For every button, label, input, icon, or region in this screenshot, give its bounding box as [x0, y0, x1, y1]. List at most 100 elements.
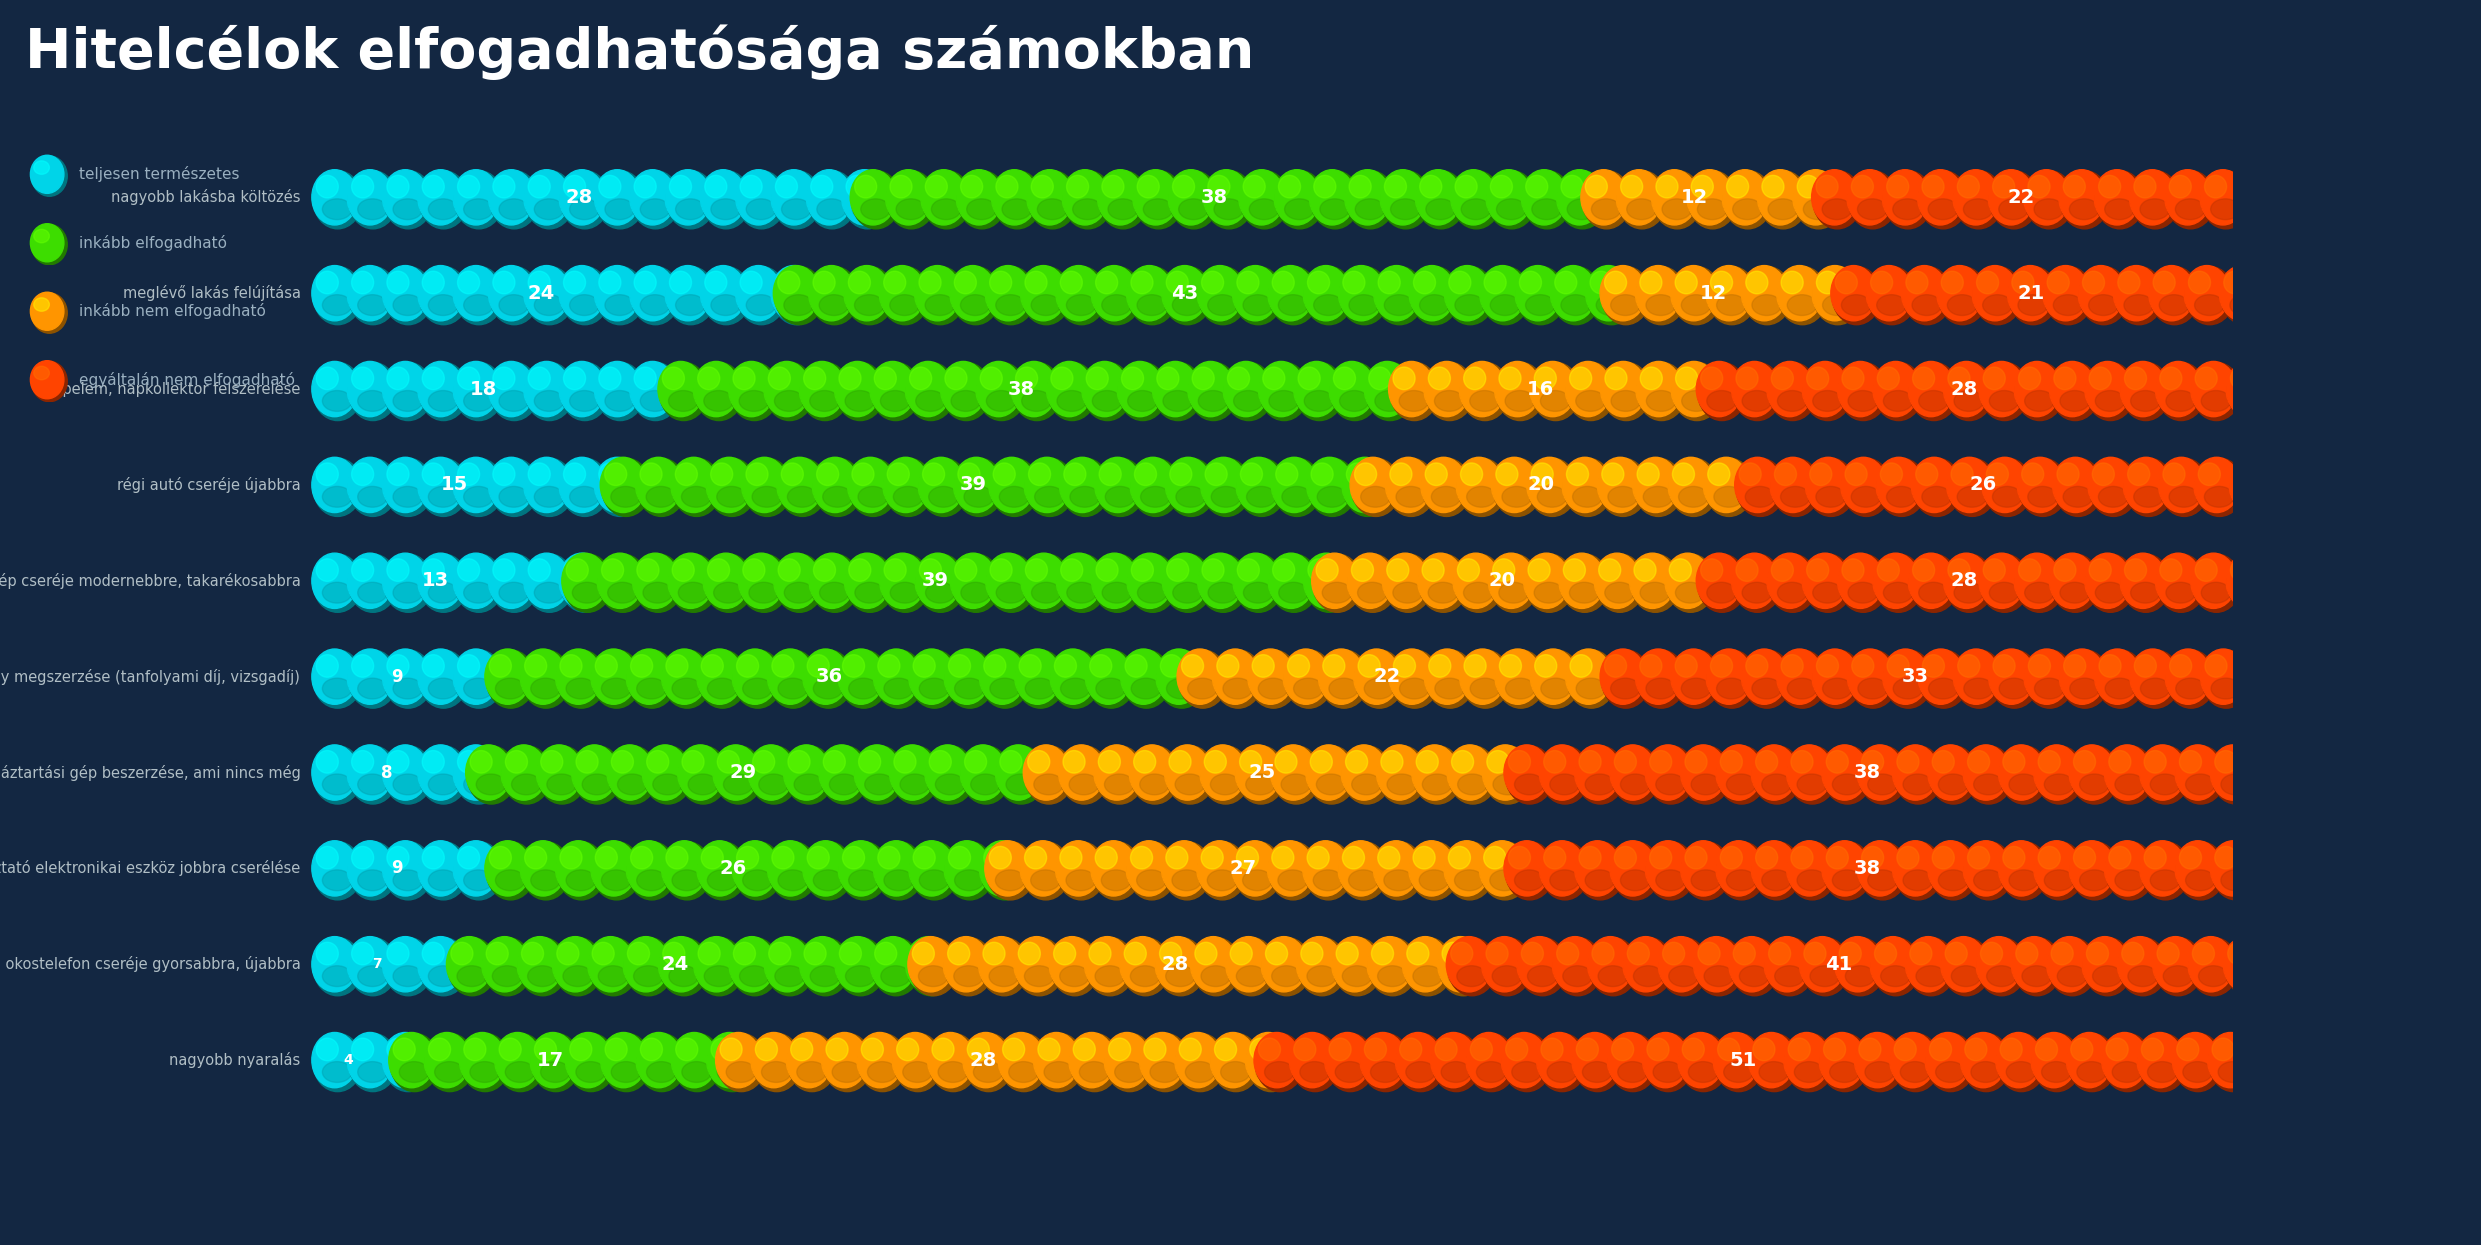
Ellipse shape [1695, 937, 1744, 996]
Text: 28: 28 [970, 1051, 997, 1069]
Ellipse shape [1273, 559, 1295, 581]
Ellipse shape [806, 169, 851, 225]
Ellipse shape [715, 746, 764, 804]
Ellipse shape [1032, 295, 1059, 315]
Ellipse shape [392, 966, 422, 986]
Ellipse shape [1335, 1062, 1365, 1082]
Ellipse shape [1166, 559, 1188, 581]
Ellipse shape [767, 649, 814, 705]
Ellipse shape [697, 367, 719, 390]
Ellipse shape [1804, 199, 1833, 219]
Ellipse shape [2156, 362, 2206, 421]
Ellipse shape [1541, 746, 1590, 804]
Ellipse shape [526, 266, 573, 325]
Ellipse shape [2010, 870, 2039, 890]
Ellipse shape [672, 559, 695, 581]
Ellipse shape [625, 649, 672, 705]
Ellipse shape [1169, 169, 1213, 225]
Ellipse shape [1102, 295, 1131, 315]
Ellipse shape [1097, 559, 1119, 581]
Ellipse shape [623, 936, 670, 992]
Ellipse shape [1923, 176, 1945, 198]
Ellipse shape [784, 745, 829, 801]
Ellipse shape [2042, 265, 2089, 321]
Ellipse shape [712, 295, 739, 315]
Ellipse shape [1097, 271, 1116, 294]
Ellipse shape [1814, 650, 1863, 708]
Ellipse shape [1446, 842, 1494, 900]
Ellipse shape [1332, 937, 1382, 996]
Ellipse shape [313, 840, 357, 896]
Ellipse shape [566, 679, 595, 698]
Ellipse shape [1374, 265, 1419, 321]
Ellipse shape [923, 463, 945, 486]
Ellipse shape [1273, 966, 1300, 986]
Ellipse shape [1305, 391, 1335, 411]
Ellipse shape [672, 1032, 717, 1088]
Ellipse shape [1801, 937, 1851, 996]
Ellipse shape [1243, 295, 1273, 315]
Ellipse shape [769, 367, 791, 390]
Ellipse shape [315, 176, 337, 198]
Ellipse shape [821, 746, 868, 804]
Ellipse shape [2029, 655, 2049, 677]
Ellipse shape [638, 679, 665, 698]
Ellipse shape [352, 367, 375, 390]
Ellipse shape [1945, 554, 1995, 613]
Ellipse shape [385, 650, 432, 708]
Ellipse shape [30, 293, 65, 330]
Ellipse shape [1615, 751, 1637, 773]
Ellipse shape [1355, 199, 1384, 219]
Ellipse shape [2228, 457, 2275, 513]
Ellipse shape [610, 1062, 640, 1082]
Ellipse shape [1213, 650, 1263, 708]
Ellipse shape [1243, 176, 1265, 198]
Ellipse shape [1943, 553, 1990, 609]
Ellipse shape [1097, 458, 1146, 517]
Ellipse shape [816, 463, 839, 486]
Ellipse shape [1647, 1038, 1670, 1061]
Ellipse shape [1928, 745, 1972, 801]
Ellipse shape [1161, 655, 1183, 677]
Ellipse shape [1962, 745, 2010, 801]
Ellipse shape [1558, 553, 1605, 609]
Ellipse shape [2129, 169, 2176, 225]
Ellipse shape [2230, 295, 2260, 315]
Ellipse shape [1049, 649, 1097, 705]
Ellipse shape [675, 1038, 697, 1061]
Text: napelem, napkollektor felszerelése: napelem, napkollektor felszerelése [45, 381, 300, 397]
Ellipse shape [705, 271, 727, 294]
Ellipse shape [1742, 266, 1791, 325]
Ellipse shape [1069, 487, 1099, 507]
Ellipse shape [2129, 649, 2176, 705]
Ellipse shape [1419, 176, 1441, 198]
Ellipse shape [1484, 745, 1528, 801]
Ellipse shape [2230, 458, 2280, 517]
Ellipse shape [1814, 266, 1863, 325]
Ellipse shape [1139, 774, 1169, 794]
Ellipse shape [1303, 265, 1350, 321]
Ellipse shape [2178, 847, 2201, 869]
Ellipse shape [2151, 870, 2181, 890]
Ellipse shape [1233, 391, 1263, 411]
Ellipse shape [1164, 745, 1211, 801]
Ellipse shape [1943, 361, 1990, 417]
Ellipse shape [1640, 367, 1662, 390]
Ellipse shape [670, 271, 692, 294]
Ellipse shape [1399, 391, 1429, 411]
Ellipse shape [1427, 199, 1456, 219]
Ellipse shape [429, 487, 459, 507]
Ellipse shape [1022, 391, 1052, 411]
Ellipse shape [1059, 745, 1104, 801]
Ellipse shape [422, 271, 444, 294]
Ellipse shape [1273, 271, 1295, 294]
Ellipse shape [920, 679, 948, 698]
Ellipse shape [2166, 650, 2216, 708]
Ellipse shape [995, 176, 1017, 198]
Ellipse shape [313, 937, 362, 996]
Ellipse shape [1652, 171, 1702, 229]
Ellipse shape [1201, 457, 1245, 513]
Ellipse shape [1025, 746, 1074, 804]
Ellipse shape [1030, 463, 1049, 486]
Ellipse shape [836, 937, 886, 996]
